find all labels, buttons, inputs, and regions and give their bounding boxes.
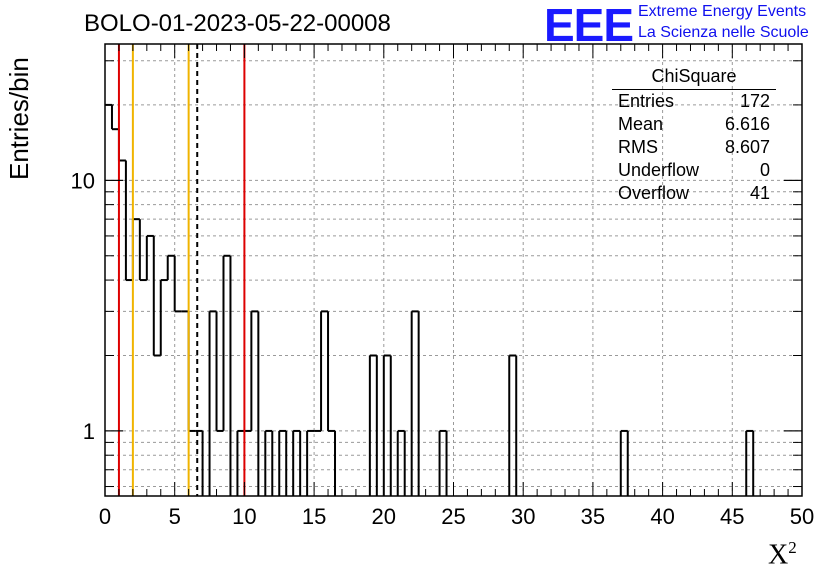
stats-row-mean: Mean 6.616 [612, 113, 780, 136]
stats-label: Mean [618, 114, 664, 134]
x-axis-label-superscript: 2 [788, 538, 797, 557]
stats-row-underflow: Underflow 0 [612, 159, 780, 182]
reference-lines [117, 44, 246, 496]
y-tick-label: 10 [71, 168, 95, 193]
stats-value: 41 [749, 183, 770, 203]
x-axis-label: X2 [768, 538, 797, 571]
stats-value: 0 [759, 160, 770, 180]
chart-title: BOLO-01-2023-05-22-00008 [84, 10, 391, 37]
stats-row-overflow: Overflow 41 [612, 182, 780, 205]
x-tick-label: 35 [581, 504, 605, 529]
x-tick-label: 40 [650, 504, 674, 529]
stats-row-rms: RMS 8.607 [612, 136, 780, 159]
logo-line-1: Extreme Energy Events [638, 3, 807, 20]
x-tick-label: 45 [720, 504, 744, 529]
stats-label: Overflow [618, 183, 690, 203]
axis-tick-labels: 0 5 10 15 20 25 30 35 40 45 50 1 10 [71, 168, 815, 529]
axis-ticks [104, 44, 803, 496]
stats-box: ChiSquare Entries 172 Mean 6.616 RMS 8.6… [612, 64, 780, 205]
stats-value: 8.607 [724, 137, 770, 157]
y-tick-label: 1 [83, 419, 95, 444]
stats-value: 172 [739, 91, 770, 111]
x-tick-label: 5 [169, 504, 181, 529]
logo-letters: EEE [544, 0, 634, 51]
stats-row-entries: Entries 172 [612, 90, 780, 113]
x-tick-label: 25 [441, 504, 465, 529]
y-axis-label: Entries/bin [4, 57, 34, 180]
x-tick-label: 30 [511, 504, 535, 529]
grid-lines [105, 44, 802, 496]
stats-value: 6.616 [724, 114, 770, 134]
logo-line-2: La Scienza nelle Scuole [638, 24, 809, 41]
stats-label: Underflow [618, 160, 700, 180]
stats-label: Entries [618, 91, 675, 111]
histogram-bars [105, 103, 755, 496]
x-tick-label: 10 [232, 504, 256, 529]
stats-label: RMS [618, 137, 658, 157]
x-tick-label: 15 [302, 504, 326, 529]
stats-title: ChiSquare [612, 64, 776, 90]
x-tick-label: 50 [790, 504, 814, 529]
x-tick-label: 20 [372, 504, 396, 529]
x-tick-label: 0 [99, 504, 111, 529]
x-axis-label-base: X [768, 539, 789, 571]
